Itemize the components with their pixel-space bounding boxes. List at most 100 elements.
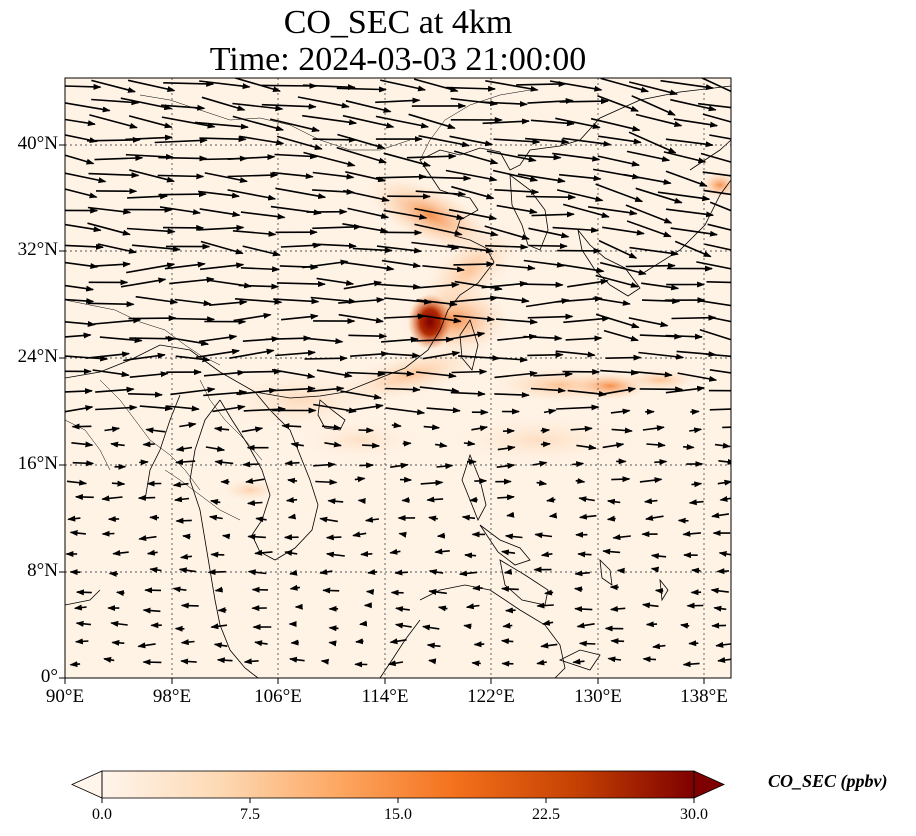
wind-arrow bbox=[453, 261, 495, 268]
wind-arrow bbox=[528, 243, 568, 250]
wind-arrow bbox=[243, 406, 287, 413]
colorbar-min-extend bbox=[71, 770, 103, 799]
wind-arrow bbox=[643, 498, 658, 505]
wind-arrow bbox=[642, 425, 665, 432]
wind-arrow bbox=[495, 264, 536, 271]
wind-arrow bbox=[718, 458, 731, 465]
wind-arrow bbox=[565, 335, 603, 342]
wind-arrow bbox=[316, 277, 355, 286]
wind-arrow bbox=[246, 499, 263, 506]
wind-arrow bbox=[451, 368, 488, 375]
wind-arrow bbox=[265, 335, 312, 342]
lon-tick-label: 138°E bbox=[680, 686, 728, 707]
wind-arrow bbox=[233, 312, 272, 322]
wind-arrow bbox=[688, 499, 704, 506]
wind-arrow bbox=[212, 404, 246, 413]
wind-arrow bbox=[214, 586, 223, 593]
wind-arrow bbox=[680, 622, 690, 629]
wind-arrow bbox=[401, 497, 410, 504]
wind-arrow bbox=[704, 243, 731, 251]
wind-arrow bbox=[312, 223, 362, 230]
wind-arrow bbox=[172, 586, 187, 593]
wind-arrow bbox=[358, 427, 375, 434]
wind-arrow bbox=[348, 333, 388, 340]
wind-arrow bbox=[384, 297, 433, 305]
wind-arrow bbox=[289, 569, 298, 576]
wind-arrow bbox=[530, 387, 567, 394]
wind-arrow bbox=[74, 638, 89, 645]
wind-arrow bbox=[381, 336, 419, 343]
wind-arrow bbox=[204, 172, 248, 183]
wind-arrow bbox=[321, 424, 342, 431]
wind-arrow bbox=[273, 298, 320, 305]
wind-arrow bbox=[135, 295, 179, 305]
lon-tick-label: 98°E bbox=[152, 686, 192, 707]
colorbar-title: CO_SEC (ppbv) bbox=[768, 771, 888, 791]
wind-arrow bbox=[104, 426, 121, 433]
wind-arrow bbox=[199, 208, 241, 218]
wind-arrow bbox=[276, 135, 323, 150]
wind-arrow bbox=[128, 115, 173, 129]
wind-arrow bbox=[600, 78, 650, 93]
wind-arrow bbox=[552, 226, 600, 234]
wind-arrow bbox=[132, 244, 181, 252]
wind-arrow bbox=[635, 187, 683, 204]
wind-arrow bbox=[71, 441, 94, 448]
wind-arrow bbox=[471, 425, 489, 432]
wind-arrow bbox=[65, 405, 94, 413]
wind-arrow bbox=[652, 643, 666, 650]
wind-arrow bbox=[657, 191, 711, 202]
wind-arrow bbox=[180, 602, 199, 609]
colorbar-tick-label: 0.0 bbox=[92, 806, 112, 823]
wind-arrow bbox=[199, 136, 247, 143]
wind-arrow bbox=[473, 641, 485, 648]
wind-arrow bbox=[496, 318, 538, 325]
wind-arrow bbox=[324, 441, 342, 448]
wind-arrow bbox=[528, 227, 570, 239]
wind-arrow bbox=[127, 79, 176, 93]
wind-arrow bbox=[179, 422, 197, 428]
wind-arrow bbox=[95, 386, 135, 393]
wind-arrow bbox=[716, 568, 730, 575]
wind-arrow bbox=[525, 137, 570, 145]
wind-arrow bbox=[281, 423, 302, 430]
wind-arrow bbox=[715, 641, 731, 648]
wind-arrow bbox=[417, 314, 462, 324]
wind-arrow bbox=[342, 114, 395, 129]
wind-arrow bbox=[595, 183, 644, 203]
wind-arrow bbox=[306, 385, 345, 393]
wind-arrow bbox=[677, 372, 718, 382]
wind-arrow bbox=[600, 261, 647, 276]
wind-arrow bbox=[198, 190, 240, 199]
wind-arrow bbox=[272, 171, 314, 180]
wind-arrow bbox=[665, 385, 706, 394]
wind-arrow bbox=[139, 405, 174, 412]
wind-arrow bbox=[598, 239, 638, 259]
wind-arrow bbox=[463, 440, 476, 447]
wind-arrow bbox=[503, 568, 513, 575]
wind-arrow bbox=[458, 226, 499, 237]
colorbar-tick-label: 7.5 bbox=[240, 806, 260, 823]
wind-arrow bbox=[234, 298, 283, 305]
wind-arrow bbox=[157, 173, 205, 180]
wind-arrow bbox=[175, 355, 211, 363]
wind-arrow bbox=[576, 622, 595, 629]
wind-arrow bbox=[199, 80, 251, 90]
wind-arrow bbox=[578, 496, 595, 503]
wind-arrow bbox=[126, 227, 176, 235]
wind-arrow bbox=[595, 313, 640, 329]
wind-arrow bbox=[426, 642, 441, 649]
wind-arrow bbox=[303, 151, 356, 167]
wind-arrow bbox=[402, 440, 412, 447]
wind-arrow bbox=[101, 530, 115, 537]
wind-arrow bbox=[574, 570, 590, 577]
wind-arrow bbox=[506, 511, 515, 518]
axis-ticks bbox=[59, 144, 705, 684]
wind-arrow bbox=[89, 114, 138, 129]
wind-arrow bbox=[527, 313, 574, 320]
wind-arrow bbox=[210, 623, 228, 630]
wind-arrow bbox=[612, 534, 631, 541]
wind-arrow bbox=[625, 262, 676, 269]
wind-arrow bbox=[170, 316, 216, 323]
wind-arrow bbox=[437, 605, 448, 612]
